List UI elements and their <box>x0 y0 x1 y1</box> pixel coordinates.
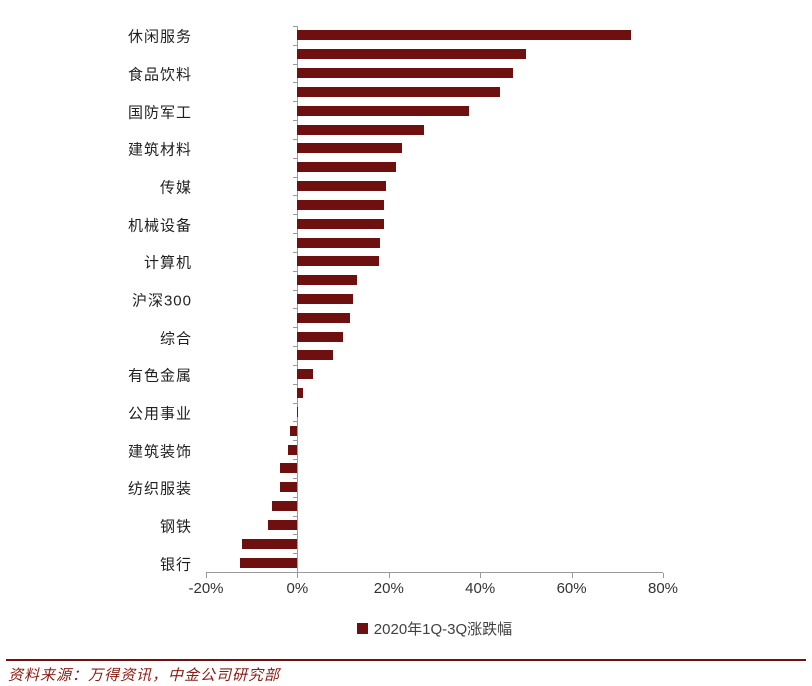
y-axis-tick <box>293 26 298 27</box>
plot-area <box>206 26 664 578</box>
bar-item-24 <box>280 463 298 474</box>
bar-item-16 <box>297 312 350 323</box>
y-axis-tick <box>293 421 298 422</box>
legend-swatch <box>356 623 368 634</box>
bar-综合 <box>297 331 344 342</box>
y-axis-tick <box>293 572 298 573</box>
bar-食品饮料 <box>297 68 514 79</box>
bar-item-26 <box>272 501 298 512</box>
bar-item-12 <box>297 237 381 248</box>
y-axis-tick <box>293 120 298 121</box>
x-axis-tick <box>480 573 482 578</box>
source-note: 资料来源：万得资讯，中金公司研究部 <box>8 667 281 684</box>
x-axis-tick-labels: -20% 0% 20% 40% 60% 80% <box>188 580 678 600</box>
y-axis-tick <box>293 45 298 46</box>
legend: 2020年1Q-3Q涨跌幅 <box>206 618 663 639</box>
bar-item-22 <box>289 425 298 436</box>
y-axis-tick <box>293 290 298 291</box>
x-tick-label: -20% <box>188 580 224 597</box>
y-axis-tick <box>293 308 298 309</box>
category-label: 食品饮料 <box>127 66 192 84</box>
x-tick-label: 20% <box>373 580 404 597</box>
x-axis-tick <box>206 573 207 578</box>
x-tick-label: 40% <box>465 580 496 597</box>
y-axis-tick <box>293 327 298 328</box>
y-axis-tick <box>293 346 298 347</box>
x-tick-label: 60% <box>556 580 587 597</box>
bar-item-6 <box>297 124 424 135</box>
category-label: 钢铁 <box>159 518 192 536</box>
bar-机械设备 <box>297 218 385 229</box>
bar-有色金属 <box>297 369 313 380</box>
bar-沪深300 <box>297 294 353 304</box>
category-label: 休闲服务 <box>127 28 192 46</box>
category-label: 建筑材料 <box>127 141 192 159</box>
y-axis-tick <box>293 158 298 159</box>
bar-国防军工 <box>297 105 470 116</box>
y-axis-tick <box>293 271 298 272</box>
bar-item-2 <box>297 49 526 60</box>
bar-item-20 <box>297 388 303 399</box>
y-axis-tick <box>293 497 298 498</box>
y-axis-tick <box>293 139 298 140</box>
x-axis-tick <box>571 573 573 578</box>
y-axis-tick <box>293 384 298 385</box>
category-label: 综合 <box>159 330 192 348</box>
bar-传媒 <box>297 181 387 192</box>
y-axis-tick <box>293 252 298 253</box>
y-axis-tick <box>293 516 298 517</box>
x-tick-label: 80% <box>647 580 679 597</box>
bar-休闲服务 <box>297 30 631 41</box>
bar-item-14 <box>297 275 358 286</box>
y-axis-tick <box>293 177 298 178</box>
y-axis-tick <box>293 365 298 366</box>
y-axis-tick <box>293 403 298 404</box>
category-label: 沪深300 <box>131 292 192 310</box>
bar-建筑材料 <box>297 143 403 154</box>
bar-item-28 <box>242 538 298 549</box>
y-axis-tick <box>293 553 298 554</box>
y-axis-tick <box>293 195 298 196</box>
y-axis-tick <box>293 534 298 535</box>
x-axis-line <box>206 572 663 573</box>
legend-label: 2020年1Q-3Q涨跌幅 <box>373 621 513 638</box>
bar-钢铁 <box>268 519 298 530</box>
y-axis-tick <box>293 101 298 102</box>
category-label: 纺织服装 <box>127 480 192 498</box>
category-label: 公用事业 <box>127 405 192 423</box>
y-axis-tick <box>293 214 298 215</box>
bar-建筑装饰 <box>288 444 298 455</box>
y-axis-tick <box>293 478 298 479</box>
x-axis-tick <box>663 573 664 578</box>
y-axis-tick <box>293 64 298 65</box>
category-label: 机械设备 <box>127 217 192 235</box>
x-axis-tick <box>297 573 299 578</box>
bar-计算机 <box>297 256 379 267</box>
category-label: 计算机 <box>143 254 192 272</box>
bar-银行 <box>239 557 298 568</box>
bar-item-8 <box>297 162 397 173</box>
bar-item-10 <box>297 199 385 210</box>
category-label: 建筑装饰 <box>127 443 192 461</box>
category-label: 有色金属 <box>127 367 192 385</box>
category-label: 银行 <box>159 556 192 574</box>
category-label: 国防军工 <box>127 104 192 122</box>
y-axis-tick <box>293 440 298 441</box>
source-divider <box>6 659 806 661</box>
bar-item-18 <box>297 350 334 361</box>
bar-item-4 <box>297 86 501 97</box>
y-axis-tick <box>293 82 298 83</box>
x-axis-tick <box>388 573 390 578</box>
category-label: 传媒 <box>159 179 192 197</box>
category-axis-labels: 休闲服务食品饮料国防军工建筑材料传媒机械设备计算机沪深300 综合有色金属公用事业… <box>0 26 192 574</box>
bar-纺织服装 <box>279 482 298 493</box>
x-tick-label: 0% <box>286 580 309 597</box>
y-axis-tick <box>293 459 298 460</box>
y-axis-tick <box>293 233 298 234</box>
